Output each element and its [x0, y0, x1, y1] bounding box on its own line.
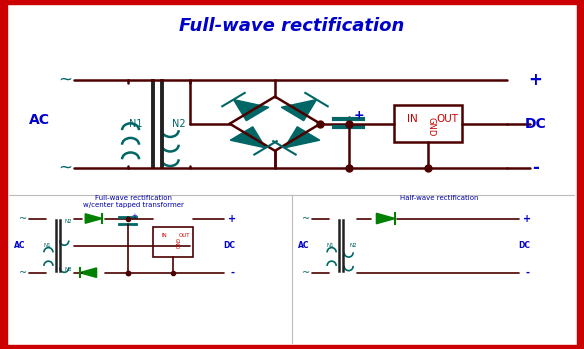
- Text: N2: N2: [172, 119, 186, 129]
- Text: OUT: OUT: [179, 233, 190, 238]
- Text: AC: AC: [29, 113, 50, 127]
- Text: +: +: [529, 71, 543, 89]
- Text: +: +: [228, 214, 237, 223]
- Polygon shape: [230, 127, 266, 148]
- Polygon shape: [377, 213, 395, 224]
- Text: ~: ~: [302, 214, 310, 223]
- Text: ~: ~: [58, 159, 72, 177]
- Bar: [394, 105, 462, 142]
- Text: w/center tapped transformer: w/center tapped transformer: [83, 202, 184, 208]
- Polygon shape: [85, 214, 102, 223]
- Polygon shape: [234, 99, 269, 121]
- Text: AC: AC: [15, 241, 26, 250]
- Polygon shape: [79, 268, 96, 277]
- Text: Half-wave rectification: Half-wave rectification: [400, 195, 478, 201]
- Text: -: -: [231, 268, 235, 278]
- Polygon shape: [284, 127, 319, 148]
- Text: +: +: [131, 213, 137, 219]
- Text: DC: DC: [524, 117, 547, 131]
- Text: N1: N1: [326, 243, 334, 248]
- Text: -: -: [532, 159, 539, 177]
- Text: ~: ~: [302, 268, 310, 278]
- Text: ~: ~: [19, 268, 27, 278]
- Text: IN: IN: [406, 114, 418, 124]
- Text: N3: N3: [64, 267, 72, 272]
- Text: N1: N1: [43, 243, 51, 248]
- Text: -: -: [525, 268, 529, 278]
- Text: OUT: OUT: [437, 114, 459, 124]
- Text: N2: N2: [64, 220, 72, 224]
- Text: Full-wave rectification: Full-wave rectification: [95, 195, 172, 201]
- Text: GND: GND: [173, 238, 178, 250]
- Text: ~: ~: [58, 71, 72, 89]
- Text: AC: AC: [298, 241, 309, 250]
- Text: ~: ~: [19, 214, 27, 223]
- Text: N2: N2: [349, 243, 357, 248]
- Text: N1: N1: [130, 119, 143, 129]
- Text: +: +: [353, 109, 364, 122]
- Bar: [153, 227, 193, 258]
- Text: DC: DC: [518, 241, 530, 250]
- Text: IN: IN: [162, 233, 168, 238]
- Text: Full-wave rectification: Full-wave rectification: [179, 16, 405, 35]
- Text: +: +: [523, 214, 531, 223]
- Text: GND: GND: [426, 117, 435, 137]
- Text: DC: DC: [224, 241, 236, 250]
- Polygon shape: [281, 99, 317, 121]
